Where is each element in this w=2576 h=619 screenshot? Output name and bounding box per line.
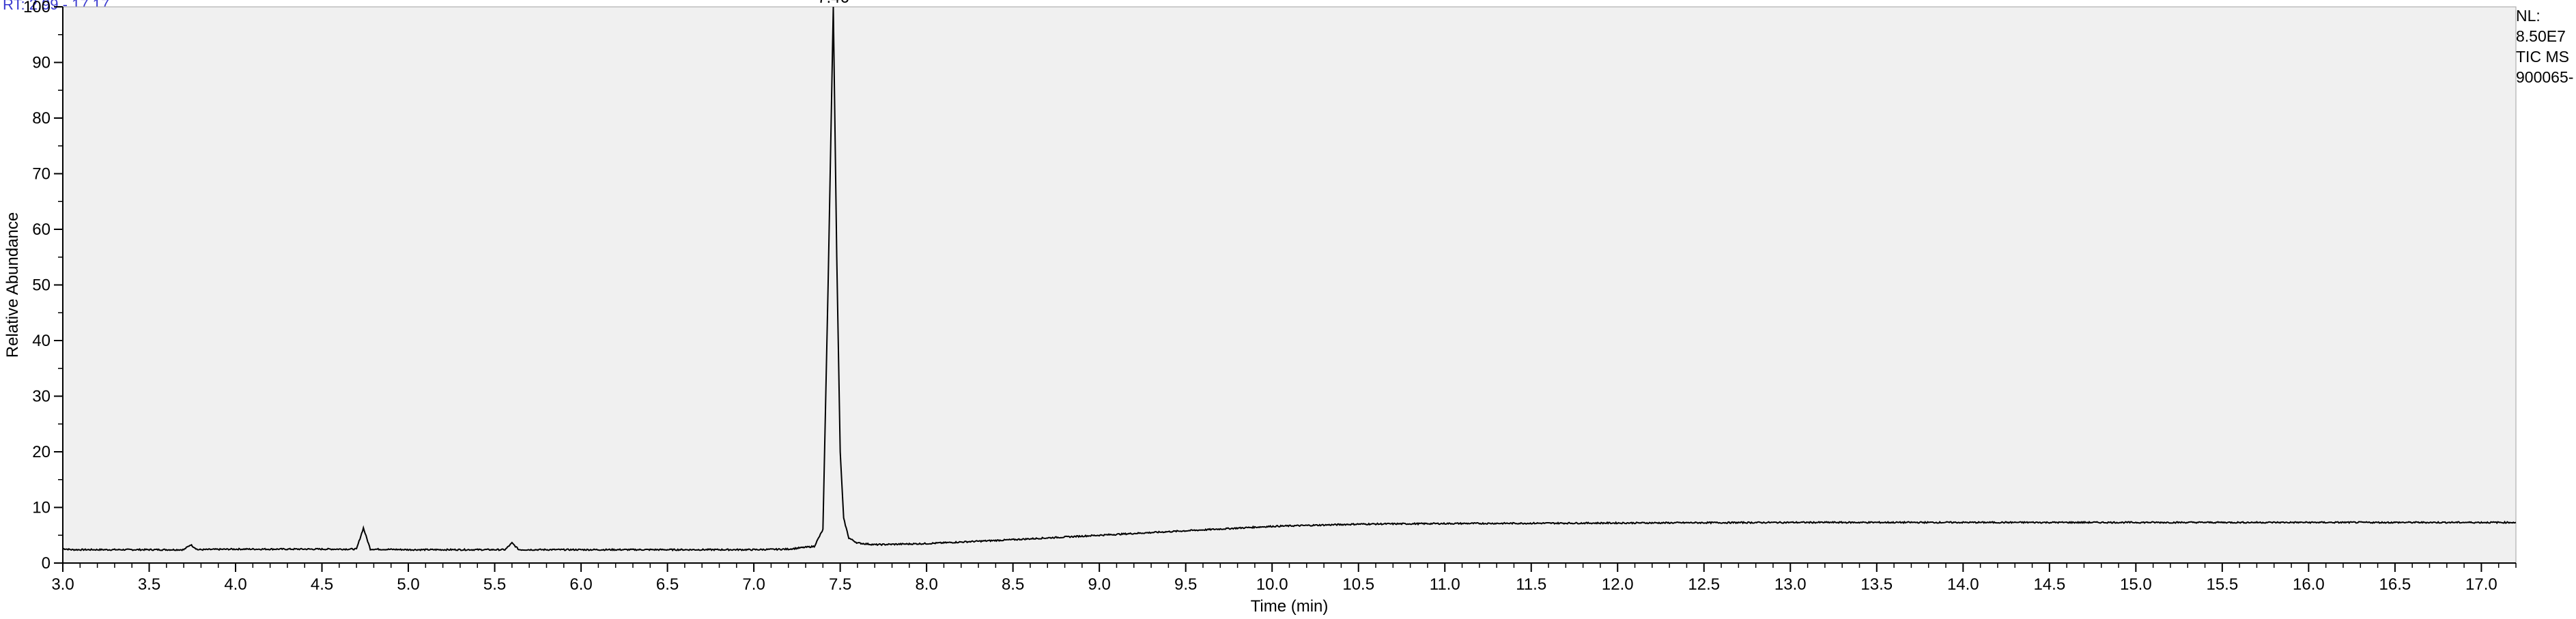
x-tick-label: 7.0 (742, 575, 765, 594)
x-tick-label: 15.0 (2120, 575, 2152, 594)
y-tick-label: 80 (32, 109, 51, 128)
x-tick-label: 16.5 (2379, 575, 2411, 594)
y-tick-label: 30 (32, 388, 51, 406)
y-tick-label: 0 (42, 554, 51, 573)
x-tick-label: 3.5 (138, 575, 160, 594)
y-tick-label: 20 (32, 443, 51, 461)
x-tick-label: 9.5 (1174, 575, 1197, 594)
y-tick-label: 70 (32, 165, 51, 184)
plot-area (63, 7, 2516, 563)
x-tick-label: 12.0 (1602, 575, 1634, 594)
x-tick-label: 11.5 (1516, 575, 1546, 594)
x-tick-label: 15.5 (2206, 575, 2238, 594)
x-tick-label: 14.5 (2033, 575, 2065, 594)
x-tick-label: 16.0 (2293, 575, 2325, 594)
x-tick-label: 13.0 (1774, 575, 1807, 594)
x-tick-label: 11.0 (1430, 575, 1460, 594)
x-tick-label: 9.0 (1088, 575, 1110, 594)
x-tick-label: 10.0 (1256, 575, 1288, 594)
x-tick-label: 6.5 (656, 575, 679, 594)
x-tick-label: 8.0 (915, 575, 937, 594)
x-tick-label: 14.0 (1947, 575, 1979, 594)
y-tick-label: 60 (32, 220, 51, 239)
x-tick-label: 13.5 (1860, 575, 1893, 594)
scan-filter-label: TIC MS (2516, 46, 2573, 67)
y-tick-label: 90 (32, 54, 51, 72)
side-info-panel: NL: 8.50E7 TIC MS 900065- (2516, 5, 2573, 87)
x-tick-label: 4.5 (311, 575, 333, 594)
x-tick-label: 8.5 (1002, 575, 1024, 594)
x-tick-label: 12.5 (1688, 575, 1720, 594)
y-tick-label: 100 (23, 0, 51, 16)
x-tick-label: 17.0 (2465, 575, 2497, 594)
file-name-label: 900065- (2516, 67, 2573, 87)
x-tick-label: 7.5 (829, 575, 851, 594)
nl-value: 8.50E7 (2516, 26, 2573, 46)
x-axis-title: Time (min) (1251, 597, 1329, 616)
y-axis-title: Relative Abundance (3, 212, 22, 358)
x-tick-label: 5.0 (397, 575, 419, 594)
peak-label: 7.46 (817, 0, 849, 7)
x-tick-label: 10.5 (1342, 575, 1374, 594)
x-tick-label: 4.0 (224, 575, 246, 594)
nl-label: NL: (2516, 5, 2573, 26)
y-tick-label: 50 (32, 276, 51, 295)
y-tick-label: 10 (32, 499, 51, 517)
y-tick-label: 40 (32, 332, 51, 350)
x-tick-label: 6.0 (569, 575, 592, 594)
x-tick-label: 3.0 (51, 575, 74, 594)
x-tick-label: 5.5 (483, 575, 506, 594)
